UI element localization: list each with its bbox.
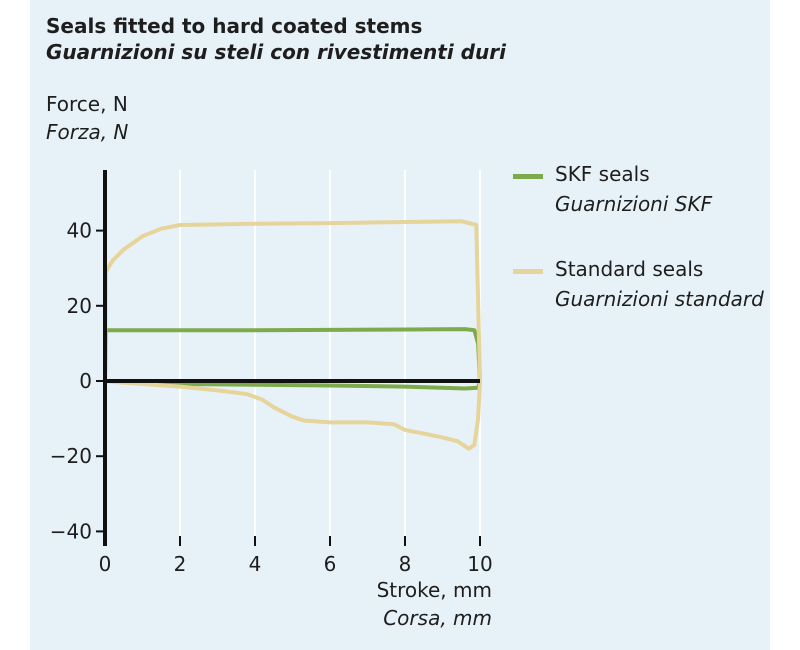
y-axis-label-italian: Forza, N <box>46 120 129 144</box>
series-line-standard <box>103 219 482 451</box>
x-tick-label-2: 2 <box>174 552 187 576</box>
x-tick-label-0: 0 <box>99 552 112 576</box>
x-tick-label-6: 6 <box>324 552 337 576</box>
legend-swatch-standard <box>513 269 543 274</box>
y-axis-label: Force, N <box>46 92 128 116</box>
x-axis-label-italian: Corsa, mm <box>383 606 492 630</box>
y-tick-label--20: −20 <box>50 444 92 468</box>
legend-swatch-skf <box>513 174 543 179</box>
x-tick-label-10: 10 <box>467 552 492 576</box>
y-tick-label-40: 40 <box>67 219 92 243</box>
legend-label-standard-italian: Guarnizioni standard <box>555 287 764 311</box>
legend-label-standard: Standard seals <box>555 257 704 281</box>
y-tick-label-20: 20 <box>67 294 92 318</box>
chart-panel: Seals fitted to hard coated stems Guarni… <box>30 0 770 650</box>
legend-label-skf: SKF seals <box>555 162 650 186</box>
x-axis-label: Stroke, mm <box>376 578 492 602</box>
x-tick-label-4: 4 <box>249 552 262 576</box>
y-tick-label-0: 0 <box>79 369 92 393</box>
x-tick-label-8: 8 <box>399 552 412 576</box>
y-tick-label--40: −40 <box>50 519 92 543</box>
chart-subtitle: Guarnizioni su steli con rivestimenti du… <box>46 40 506 64</box>
chart-title: Seals fitted to hard coated stems <box>46 14 423 38</box>
legend-label-skf-italian: Guarnizioni SKF <box>555 192 713 216</box>
plot-area: −40 −20 0 20 40 0 2 4 6 8 10 <box>50 170 493 576</box>
